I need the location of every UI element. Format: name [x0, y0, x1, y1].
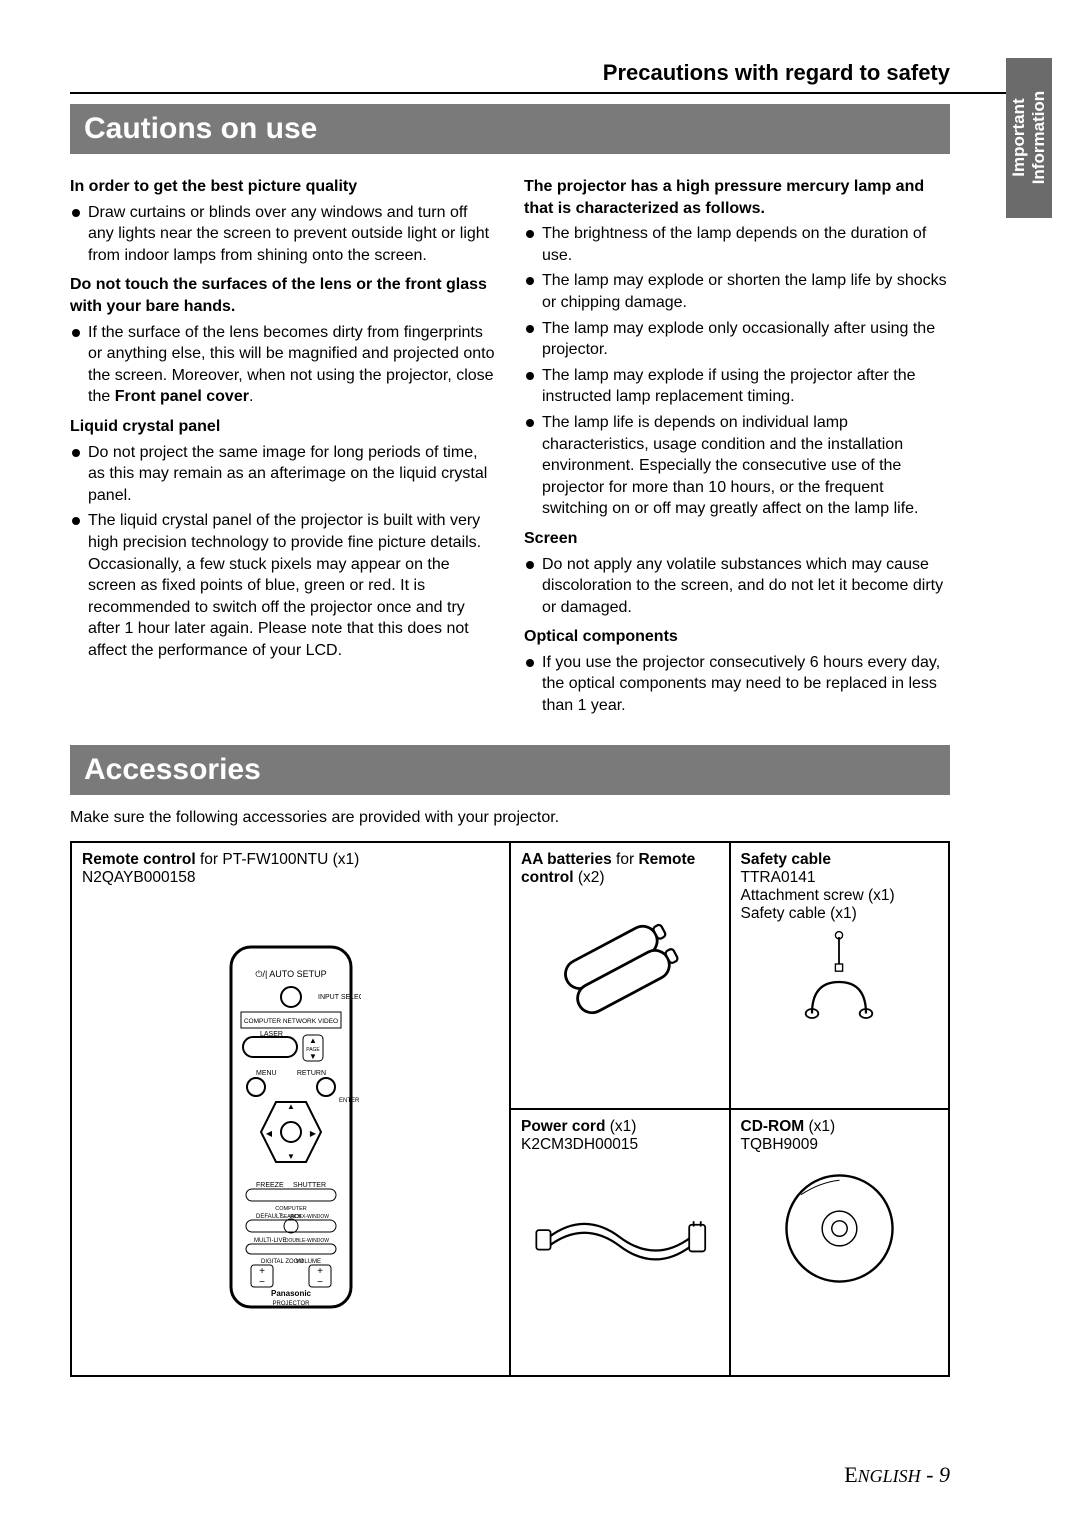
side-tab-text: ImportantInformation	[1009, 91, 1048, 185]
bullet: If the surface of the lens becomes dirty…	[70, 322, 496, 408]
cell-remote: Remote control for PT-FW100NTU (x1) N2QA…	[71, 842, 510, 1376]
svg-text:INDEX-WINDOW: INDEX-WINDOW	[290, 1214, 329, 1220]
bullet: If you use the projector consecutively 6…	[524, 652, 950, 717]
remote-icon: ⏻/| AUTO SETUP INPUT SELECT COMPUTER NET…	[82, 887, 499, 1367]
power-cord-icon	[521, 1154, 719, 1304]
page-header: Precautions with regard to safety	[70, 60, 1010, 86]
text-line: Safety cable (x1)	[741, 905, 939, 923]
svg-text:VOLUME: VOLUME	[295, 1259, 320, 1265]
cautions-left-column: In order to get the best picture quality…	[70, 168, 496, 721]
subhead: In order to get the best picture quality	[70, 176, 496, 198]
subhead: Screen	[524, 528, 950, 550]
batteries-icon	[521, 887, 719, 1037]
accessories-table: Remote control for PT-FW100NTU (x1) N2QA…	[70, 841, 950, 1377]
svg-text:◀: ◀	[265, 1129, 272, 1138]
side-tab: ImportantInformation	[1006, 58, 1052, 218]
safety-cable-icon	[741, 923, 939, 1033]
svg-text:−: −	[259, 1277, 265, 1288]
part-code: TTRA0141	[741, 869, 939, 887]
bullet: Draw curtains or blinds over any windows…	[70, 202, 496, 267]
bullet: Do not apply any volatile substances whi…	[524, 554, 950, 619]
bullet: The lamp may explode if using the projec…	[524, 365, 950, 408]
page-footer: ENGLISH - 9	[844, 1462, 950, 1488]
part-code: N2QAYB000158	[82, 869, 499, 887]
subhead: Optical components	[524, 626, 950, 648]
svg-text:DOUBLE-WINDOW: DOUBLE-WINDOW	[284, 1238, 328, 1244]
part-code: TQBH9009	[741, 1136, 939, 1154]
accessories-intro: Make sure the following accessories are …	[70, 809, 950, 827]
svg-text:FREEZE: FREEZE	[256, 1182, 284, 1189]
svg-text:Panasonic: Panasonic	[270, 1289, 311, 1298]
svg-text:PROJECTOR: PROJECTOR	[272, 1301, 310, 1307]
bullet: The liquid crystal panel of the projecto…	[70, 510, 496, 661]
bullet: Do not project the same image for long p…	[70, 442, 496, 507]
bullet: The lamp may explode only occasionally a…	[524, 318, 950, 361]
svg-text:+: +	[259, 1266, 265, 1277]
part-code: K2CM3DH00015	[521, 1136, 719, 1154]
svg-text:⏻/| AUTO SETUP: ⏻/| AUTO SETUP	[255, 969, 326, 979]
svg-text:▲: ▲	[287, 1102, 295, 1111]
subhead: The projector has a high pressure mercur…	[524, 176, 950, 219]
cell-cdrom: CD-ROM (x1) TQBH9009	[730, 1109, 950, 1376]
bullet: The brightness of the lamp depends on th…	[524, 223, 950, 266]
cautions-right-column: The projector has a high pressure mercur…	[524, 168, 950, 721]
svg-text:DEFAULT: DEFAULT	[256, 1214, 283, 1220]
svg-text:INPUT SELECT: INPUT SELECT	[318, 994, 361, 1001]
svg-text:▼: ▼	[287, 1152, 295, 1161]
cell-power-cord: Power cord (x1) K2CM3DH00015	[510, 1109, 730, 1376]
svg-text:−: −	[317, 1277, 323, 1288]
svg-text:SHUTTER: SHUTTER	[292, 1182, 325, 1189]
svg-text:▲: ▲	[309, 1036, 317, 1045]
cautions-columns: In order to get the best picture quality…	[70, 168, 950, 721]
svg-text:COMPUTER: COMPUTER	[275, 1206, 307, 1212]
svg-text:▶: ▶	[309, 1129, 316, 1138]
svg-text:MULTI-LIVE: MULTI-LIVE	[254, 1238, 287, 1244]
header-rule	[70, 92, 1010, 96]
cell-safety-cable: Safety cable TTRA0141 Attachment screw (…	[730, 842, 950, 1109]
text-line: Attachment screw (x1)	[741, 887, 939, 905]
subhead: Liquid crystal panel	[70, 416, 496, 438]
bullet: The lamp may explode or shorten the lamp…	[524, 270, 950, 313]
cdrom-icon	[741, 1154, 939, 1304]
section-title-accessories: Accessories	[70, 745, 950, 795]
svg-text:+: +	[317, 1266, 323, 1277]
svg-text:▼: ▼	[309, 1052, 317, 1061]
svg-text:LASER: LASER	[260, 1031, 283, 1038]
svg-text:MENU: MENU	[256, 1070, 277, 1077]
svg-text:ENTER: ENTER	[339, 1098, 360, 1104]
svg-text:RETURN: RETURN	[296, 1070, 325, 1077]
bullet: The lamp life is depends on individual l…	[524, 412, 950, 520]
section-title-cautions: Cautions on use	[70, 104, 950, 154]
subhead: Do not touch the surfaces of the lens or…	[70, 274, 496, 317]
svg-text:COMPUTER NETWORK VIDEO: COMPUTER NETWORK VIDEO	[243, 1018, 337, 1025]
cell-batteries: AA batteries for Remote control (x2)	[510, 842, 730, 1109]
